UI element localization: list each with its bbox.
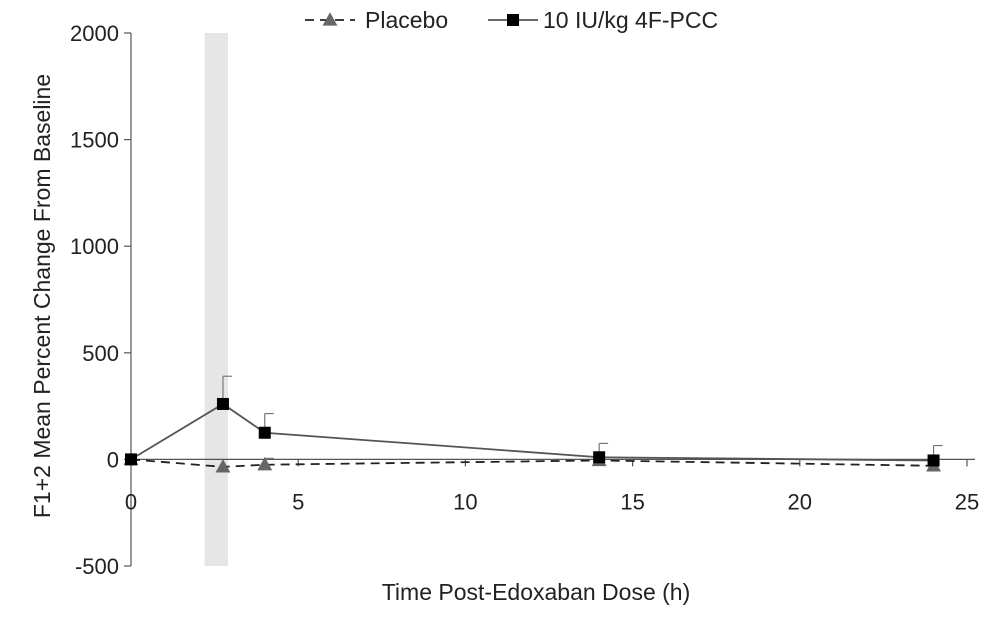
x-tick-label: 10: [453, 489, 477, 514]
y-tick-label: 0: [107, 447, 119, 472]
series-group: [123, 451, 941, 473]
legend-label: 10 IU/kg 4F-PCC: [543, 7, 718, 33]
triangle-marker: [215, 459, 231, 473]
x-tick-label: 5: [292, 489, 304, 514]
square-marker: [125, 453, 137, 466]
x-axis-title: Time Post-Edoxaban Dose (h): [382, 579, 691, 605]
square-marker: [593, 451, 606, 464]
x-tick-label: 25: [955, 489, 979, 514]
square-marker: [507, 14, 519, 26]
series-line: [130, 458, 934, 468]
y-tick-label: -500: [75, 554, 119, 579]
shaded-region: [204, 33, 228, 566]
triangle-marker: [257, 456, 273, 471]
series-line: [130, 402, 934, 462]
square-marker: [927, 454, 940, 467]
x-tick-label: 15: [620, 489, 644, 514]
x-tick-label: 20: [788, 489, 812, 514]
y-tick-label: 1500: [70, 128, 119, 153]
legend-label: Placebo: [365, 7, 448, 33]
square-marker: [216, 397, 229, 410]
series-group: [125, 375, 943, 467]
y-tick-label: 1000: [70, 234, 119, 259]
y-tick-label: 500: [82, 341, 119, 366]
x-tick-label: 0: [125, 489, 137, 514]
y-axis-title: F1+2 Mean Percent Change From Baseline: [29, 74, 55, 518]
square-marker: [258, 426, 271, 439]
triangle-marker: [322, 12, 338, 26]
y-tick-label: 2000: [70, 21, 119, 46]
